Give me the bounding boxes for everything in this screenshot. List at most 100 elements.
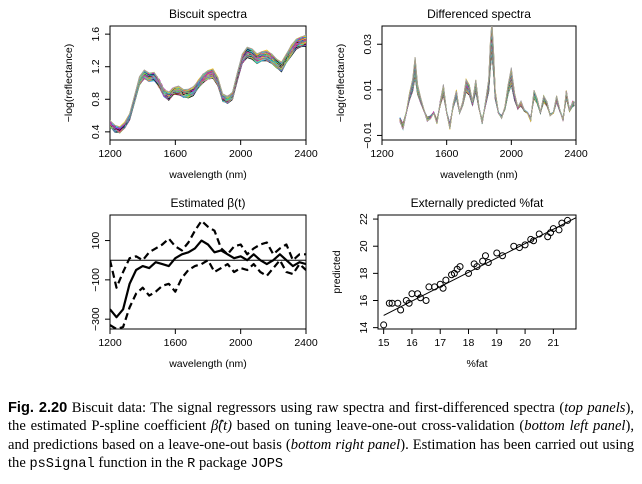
- data-point: [498, 252, 506, 260]
- y-tick-label: 16: [358, 295, 370, 307]
- data-point: [425, 283, 433, 291]
- spectrum-curve: [399, 44, 575, 127]
- spectrum-curve: [399, 26, 575, 131]
- data-point: [442, 276, 450, 284]
- y-tick-label: 1.6: [90, 27, 102, 42]
- panel-differenced-spectra: Differenced spectra 1200 1600 2000 2400 −0.01…: [335, 7, 588, 181]
- data-point: [493, 249, 501, 257]
- caption-figure-label: Fig. 2.20: [8, 400, 68, 416]
- x-tick-label: 2000: [500, 148, 524, 160]
- spectrum-curve: [110, 45, 306, 133]
- y-tick-label: 20: [358, 240, 370, 252]
- spectrum-curve: [110, 43, 306, 133]
- panel-predicted-fat: Externally predicted %fat 15 16 17 18 19 20 21 1…: [331, 196, 577, 370]
- x-tick-label: 2000: [229, 337, 253, 349]
- y-axis-label: −log(reflectance): [335, 44, 347, 123]
- spectrum-curve: [399, 30, 575, 129]
- data-point: [431, 283, 439, 291]
- confidence-band-line: [110, 259, 306, 329]
- spectrum-curve: [110, 42, 306, 132]
- spectrum-curve: [399, 26, 575, 131]
- y-tick-label: 0.03: [362, 34, 374, 55]
- x-tick-label: 2000: [229, 148, 253, 160]
- data-point: [397, 306, 405, 314]
- y-tick-label: 18: [358, 267, 370, 279]
- data-point: [422, 297, 430, 304]
- spectrum-curve: [399, 33, 575, 129]
- spectrum-curve: [399, 36, 575, 129]
- spectrum-curve: [399, 28, 575, 130]
- figure-canvas: Biscuit spectra 1200 1600 2000 2400 0.4 0.8 1.2…: [63, 7, 588, 370]
- data-point: [530, 237, 538, 245]
- caption-emphasis: bottom left panel: [524, 418, 626, 435]
- data-point: [481, 252, 489, 260]
- spectrum-curve: [110, 44, 306, 134]
- caption-code: JOPS: [250, 457, 284, 473]
- caption-text: package: [195, 455, 251, 472]
- x-tick-label: 18: [463, 337, 475, 349]
- caption-code: R: [187, 457, 196, 473]
- spectrum-curve: [399, 39, 575, 128]
- spectrum-curve: [110, 42, 306, 132]
- plot-area: [110, 219, 306, 329]
- x-tick-label: 1600: [164, 148, 188, 160]
- caption-text: based on tuning leave-one-out cross-vali…: [232, 418, 525, 435]
- spectrum-curve: [399, 37, 575, 128]
- spectrum-curve: [399, 27, 575, 130]
- y-tick-label: 100: [90, 232, 102, 250]
- plot-frame: [381, 25, 577, 141]
- spectrum-curve: [399, 26, 575, 131]
- data-point: [416, 294, 424, 302]
- data-point: [510, 242, 518, 250]
- y-tick-label: 22: [358, 213, 370, 225]
- beta-estimate-line: [110, 239, 306, 319]
- data-point: [465, 269, 473, 277]
- data-point: [564, 216, 572, 224]
- spectrum-curve: [399, 48, 575, 126]
- spectrum-curve: [110, 43, 306, 134]
- x-axis-label: wavelength (nm): [168, 358, 247, 370]
- panel-biscuit-spectra: Biscuit spectra 1200 1600 2000 2400 0.4 0.8 1.2…: [63, 7, 318, 181]
- y-tick-label: −0.01: [362, 122, 374, 149]
- x-tick-label: 21: [548, 337, 560, 349]
- spectrum-curve: [399, 43, 575, 128]
- data-point: [439, 284, 447, 292]
- x-tick-label: 20: [519, 337, 531, 349]
- x-axis-label: wavelength (nm): [439, 169, 518, 181]
- x-tick-label: 1200: [370, 148, 394, 160]
- spectrum-curve: [110, 42, 306, 132]
- data-point: [394, 299, 402, 307]
- data-point: [558, 219, 566, 227]
- y-tick-label: 1.2: [90, 59, 102, 74]
- x-tick-label: 17: [434, 337, 446, 349]
- x-tick-label: 1200: [98, 337, 122, 349]
- x-tick-label: 2400: [564, 148, 588, 160]
- plot-frame: [109, 25, 307, 141]
- plot-area: [399, 26, 575, 132]
- spectrum-curve: [110, 43, 306, 133]
- data-point: [521, 241, 529, 249]
- plot-area: [110, 34, 306, 134]
- data-point: [473, 263, 481, 271]
- spectrum-curve: [110, 42, 306, 133]
- data-point: [408, 290, 416, 298]
- data-point: [405, 299, 413, 307]
- spectrum-curve: [399, 46, 575, 127]
- y-axis-label: predicted: [331, 250, 343, 293]
- data-point: [380, 321, 388, 329]
- spectrum-curve: [399, 38, 575, 127]
- spectrum-curve: [399, 26, 575, 132]
- x-tick-label: 1600: [164, 337, 188, 349]
- data-point: [385, 299, 393, 307]
- caption-emphasis: bottom right panel: [290, 436, 401, 453]
- spectrum-curve: [399, 26, 575, 130]
- caption-math: β̂(t): [210, 418, 232, 435]
- caption-text: ), and predictions based on a leave-one-…: [8, 418, 634, 453]
- spectrum-curve: [399, 39, 575, 127]
- x-tick-label: 16: [406, 337, 418, 349]
- spectrum-curve: [399, 26, 575, 131]
- caption-text: ). Estimation has been carried out using…: [8, 436, 634, 472]
- spectrum-curve: [110, 34, 306, 128]
- spectrum-curve: [399, 26, 575, 130]
